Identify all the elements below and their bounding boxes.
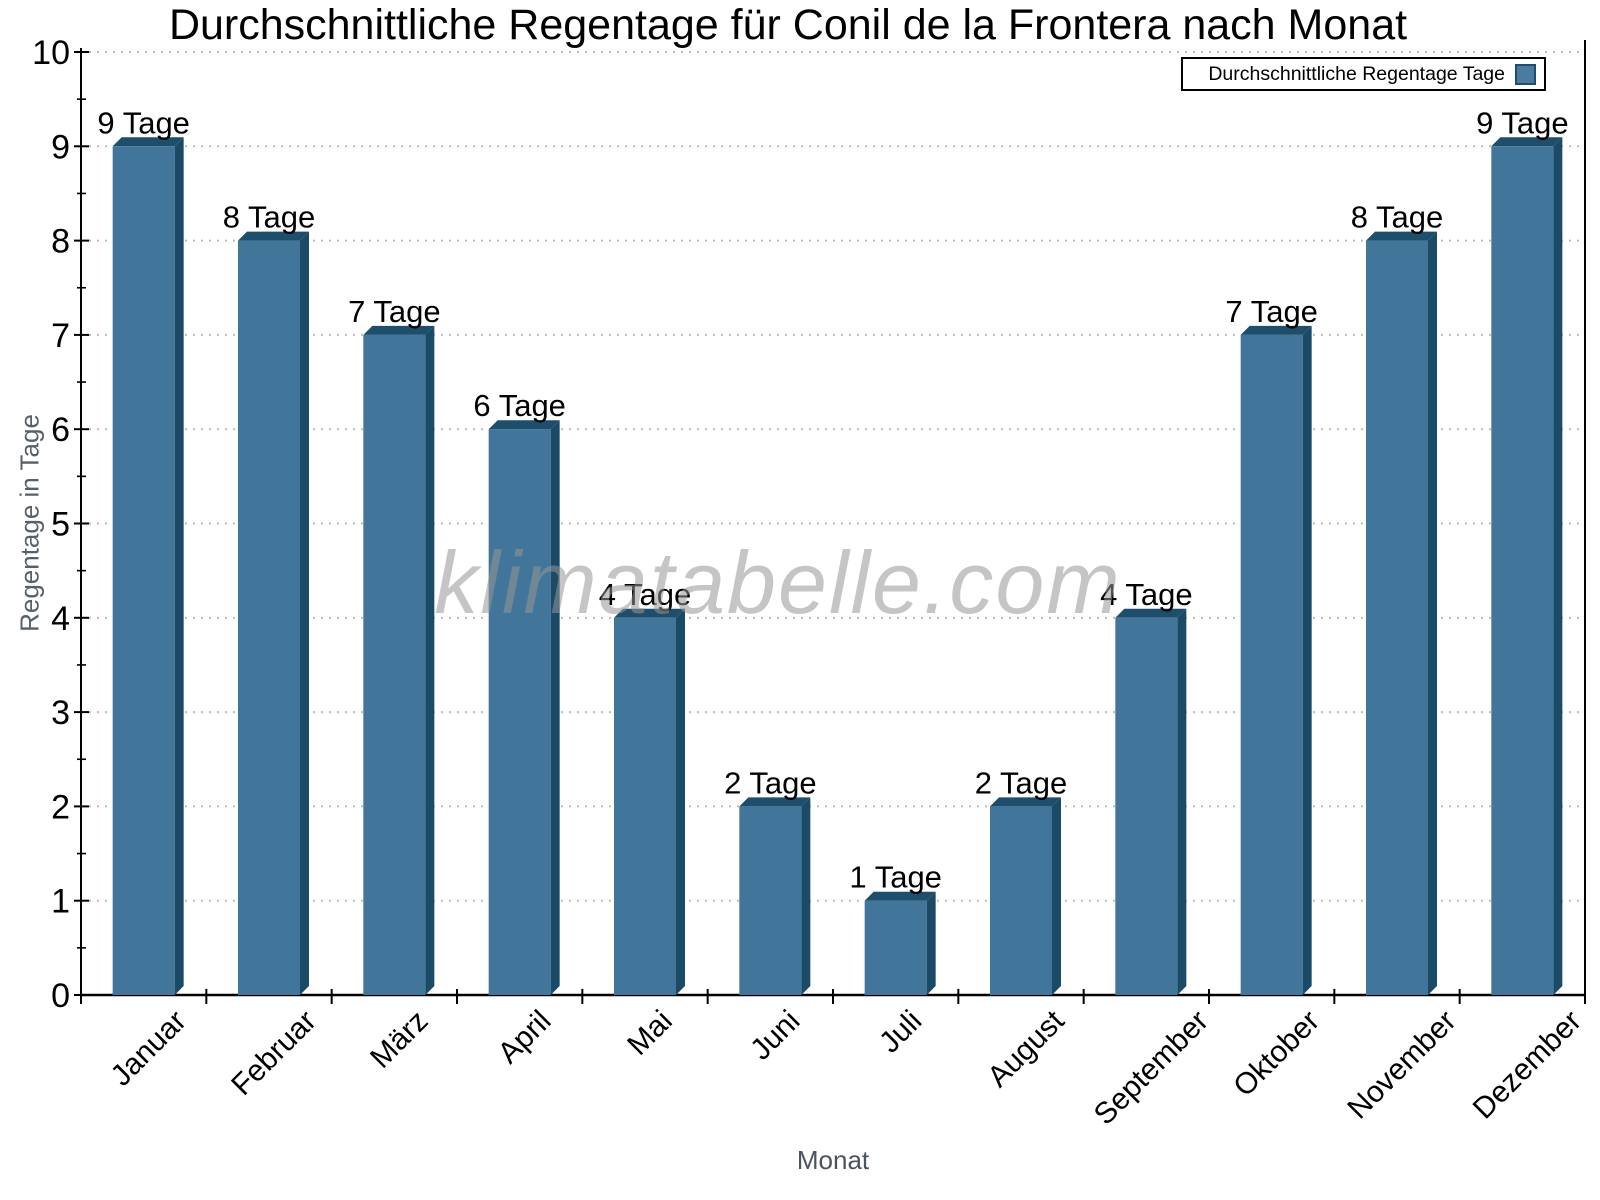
- bar-top-september: [1115, 608, 1187, 618]
- bar-top-januar: [112, 137, 184, 147]
- y-tick-label: 5: [51, 506, 70, 544]
- legend: Durchschnittliche Regentage Tage: [1181, 57, 1546, 91]
- y-tick-label: 1: [51, 883, 70, 921]
- bar-value-label: 7 Tage: [1225, 294, 1318, 329]
- bar-top-august: [990, 797, 1061, 807]
- bar-value-label: 6 Tage: [473, 388, 566, 423]
- bar-value-label: 7 Tage: [348, 294, 441, 329]
- bar-november: [1366, 240, 1428, 996]
- bar-side-august: [1052, 797, 1061, 995]
- bar-side-oktober: [1302, 325, 1312, 995]
- bar-value-label: 9 Tage: [1476, 105, 1569, 140]
- x-tick-label-juli: Juli: [873, 1004, 928, 1059]
- bar-top-april: [488, 420, 560, 430]
- bar-value-label: 4 Tage: [599, 577, 692, 612]
- y-tick-label: 7: [51, 317, 70, 355]
- bar-februar: [238, 240, 300, 996]
- x-tick-label-august: August: [981, 1004, 1071, 1094]
- bar-top-dezember: [1491, 137, 1563, 147]
- bar-januar: [112, 146, 175, 996]
- bar-september: [1115, 617, 1178, 995]
- bar-side-september: [1177, 608, 1187, 995]
- bar-top-februar: [238, 231, 309, 241]
- y-tick-label: 3: [51, 694, 70, 732]
- bar-juli: [864, 900, 927, 995]
- x-tick-label-mai: Mai: [621, 1004, 679, 1062]
- legend-label: Durchschnittliche Regentage Tage: [1208, 62, 1505, 85]
- bar-top-november: [1366, 231, 1437, 241]
- x-tick-label-juni: Juni: [744, 1004, 806, 1066]
- bar-value-label: 8 Tage: [223, 200, 316, 235]
- bar-side-juli: [926, 891, 936, 995]
- bar-august: [990, 806, 1052, 995]
- x-tick-label-februar: Februar: [225, 1004, 323, 1102]
- bar-side-mai: [676, 608, 685, 995]
- bar-value-label: 4 Tage: [1100, 577, 1193, 612]
- bar-märz: [363, 334, 426, 995]
- bar-value-label: 9 Tage: [97, 105, 190, 140]
- y-tick-label: 6: [51, 411, 70, 449]
- y-tick-label: 2: [51, 788, 70, 826]
- bar-side-november: [1428, 231, 1437, 996]
- bar-side-februar: [300, 231, 309, 996]
- bar-value-label: 1 Tage: [849, 860, 942, 895]
- bar-side-januar: [174, 137, 184, 996]
- bar-top-mai: [614, 608, 685, 618]
- bar-value-label: 2 Tage: [724, 765, 817, 800]
- y-tick-label: 8: [51, 223, 70, 261]
- x-tick-label-dezember: Dezember: [1467, 1004, 1588, 1125]
- x-tick-label-märz: März: [364, 1004, 434, 1074]
- bar-juni: [739, 806, 802, 995]
- bar-oktober: [1240, 334, 1303, 995]
- y-tick-label: 10: [32, 34, 70, 72]
- bar-april: [488, 429, 551, 995]
- y-tick-label: 0: [51, 977, 70, 1015]
- bar-side-april: [550, 420, 560, 995]
- bar-top-juli: [864, 891, 936, 901]
- y-tick-label: 9: [51, 128, 70, 166]
- bar-side-dezember: [1553, 137, 1563, 996]
- chart-title: Durchschnittliche Regentage für Conil de…: [168, 1, 1408, 49]
- bar-side-märz: [425, 325, 435, 995]
- x-tick-label-oktober: Oktober: [1227, 1004, 1326, 1103]
- bar-top-oktober: [1240, 325, 1312, 335]
- y-axis-title: Regentage in Tage: [14, 414, 45, 632]
- x-tick-label-september: September: [1088, 1004, 1215, 1131]
- x-tick-label-januar: Januar: [105, 1004, 193, 1092]
- bar-top-märz: [363, 325, 435, 335]
- legend-swatch-icon: [1515, 63, 1536, 85]
- bar-dezember: [1491, 146, 1554, 996]
- bar-value-label: 2 Tage: [975, 765, 1068, 800]
- bar-side-juni: [801, 797, 811, 995]
- bar-value-label: 8 Tage: [1351, 200, 1444, 235]
- bar-mai: [614, 617, 676, 995]
- x-tick-label-april: April: [492, 1004, 558, 1070]
- x-axis-title: Monat: [796, 1145, 870, 1175]
- x-tick-label-november: November: [1341, 1004, 1462, 1125]
- y-tick-label: 4: [51, 600, 70, 638]
- bar-top-juni: [739, 797, 811, 807]
